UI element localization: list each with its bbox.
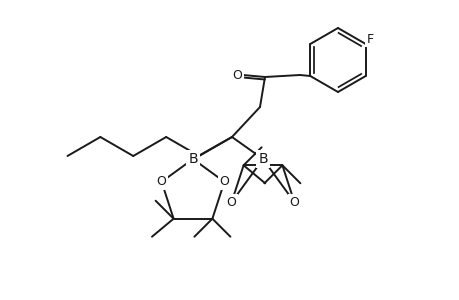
Text: O: O: [289, 196, 299, 209]
Text: B: B: [257, 152, 267, 166]
Text: O: O: [219, 175, 229, 188]
Text: B: B: [188, 152, 197, 166]
Text: F: F: [366, 32, 374, 46]
Text: O: O: [231, 68, 241, 82]
Text: O: O: [226, 196, 236, 209]
Text: O: O: [157, 175, 166, 188]
